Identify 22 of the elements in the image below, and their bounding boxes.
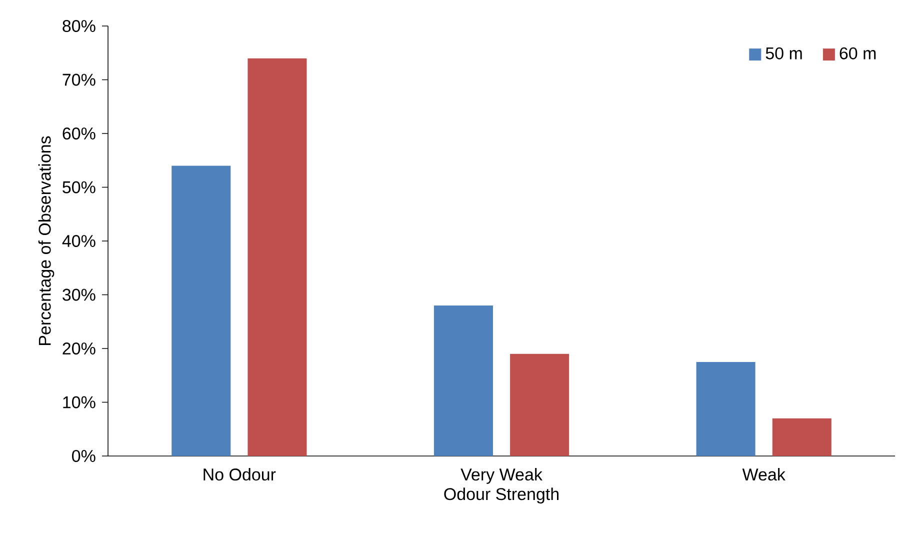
y-tick-label: 60% bbox=[62, 128, 96, 140]
y-tick-label: 20% bbox=[62, 342, 96, 355]
legend-label: 60 m bbox=[840, 47, 876, 60]
legend-label: 50 m bbox=[766, 47, 802, 60]
bar bbox=[696, 362, 756, 456]
y-tick-label: 70% bbox=[62, 74, 96, 86]
bar bbox=[172, 166, 231, 456]
x-tick-label: No Odour bbox=[204, 468, 276, 481]
x-axis-title: Odour Strength bbox=[444, 488, 558, 504]
bar bbox=[510, 354, 570, 456]
y-tick-label: 0% bbox=[72, 450, 96, 462]
y-axis-title: Percentage of Observations bbox=[38, 136, 54, 345]
bar bbox=[772, 418, 832, 456]
y-tick-label: 30% bbox=[62, 288, 96, 301]
bar bbox=[434, 306, 493, 456]
y-tick-label: 50% bbox=[62, 181, 96, 194]
y-tick-label: 40% bbox=[62, 235, 96, 248]
y-tick-label: 10% bbox=[63, 396, 96, 408]
bar bbox=[248, 58, 307, 456]
x-tick-label: Very Weak bbox=[460, 468, 542, 484]
x-tick-label: Weak bbox=[742, 468, 786, 481]
y-tick-label: 80% bbox=[62, 20, 96, 32]
